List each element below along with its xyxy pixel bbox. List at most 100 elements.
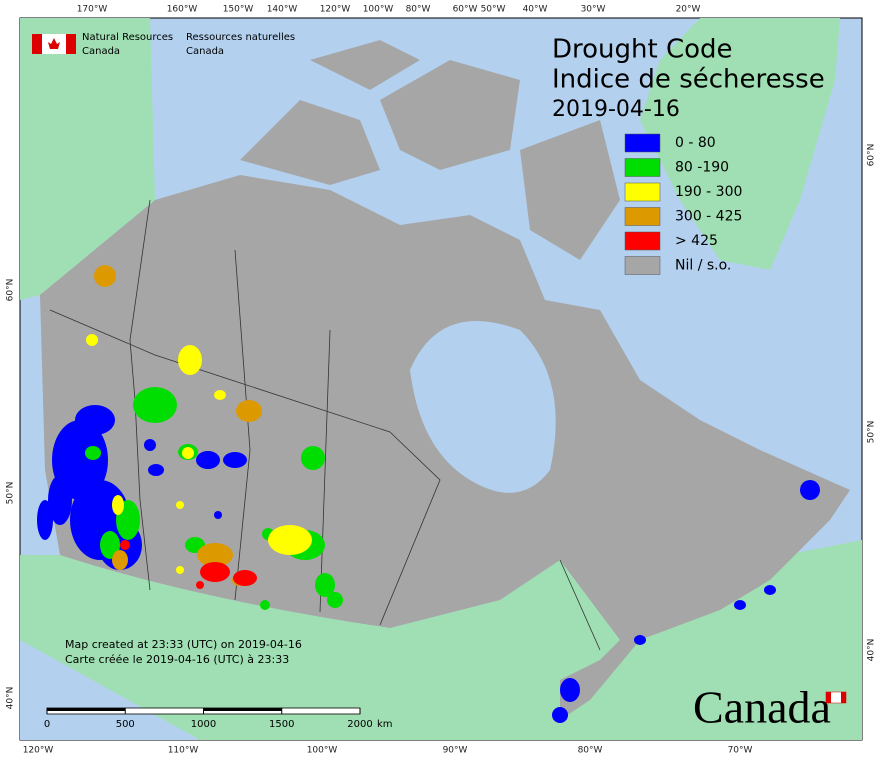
title: Drought Code bbox=[552, 35, 733, 65]
drought-area bbox=[94, 265, 116, 287]
date: 2019-04-16 bbox=[552, 97, 680, 122]
legend-swatch bbox=[624, 133, 661, 153]
longitude-label: 40°W bbox=[523, 5, 548, 15]
longitude-label: 140°W bbox=[267, 5, 298, 15]
legend-label: Nil / s.o. bbox=[675, 258, 731, 274]
longitude-label: 90°W bbox=[443, 746, 468, 756]
alaska bbox=[20, 18, 155, 300]
scale-label: 1500 bbox=[269, 719, 294, 730]
longitude-label: 170°W bbox=[77, 5, 108, 15]
longitude-label: 120°W bbox=[23, 746, 54, 756]
legend-swatch bbox=[624, 231, 661, 251]
drought-area bbox=[200, 562, 230, 582]
longitude-label: 120°W bbox=[320, 5, 351, 15]
drought-area bbox=[315, 573, 335, 597]
drought-area bbox=[112, 495, 124, 515]
nrcan-signature: Natural Resources Canada Ressources natu… bbox=[32, 32, 295, 57]
drought-area bbox=[133, 387, 177, 423]
legend-swatch bbox=[624, 182, 661, 202]
pacific bbox=[20, 640, 200, 740]
agency-fr: Ressources naturelles bbox=[186, 32, 295, 43]
drought-area bbox=[552, 707, 568, 723]
drought-area bbox=[634, 635, 646, 645]
drought-area bbox=[214, 511, 222, 519]
drought-area bbox=[48, 475, 72, 525]
legend-label: 190 - 300 bbox=[675, 184, 742, 200]
scale-bar: 0 500 1000 1500 2000 km bbox=[44, 707, 393, 730]
drought-area bbox=[560, 678, 580, 702]
legend: 0 - 80 80 -190 190 - 300 300 - 425 > 425 Nil … bbox=[624, 133, 742, 275]
drought-area bbox=[214, 390, 226, 400]
longitude-label: 80°W bbox=[406, 5, 431, 15]
drought-area bbox=[120, 540, 130, 550]
longitude-label: 50°W bbox=[481, 5, 506, 15]
united-states bbox=[20, 540, 862, 740]
legend-swatch bbox=[624, 207, 661, 226]
flag-bar bbox=[841, 692, 846, 703]
drought-area bbox=[178, 345, 202, 375]
scale-label: 1000 bbox=[191, 719, 216, 730]
drought-area bbox=[764, 585, 776, 595]
drought-area bbox=[327, 592, 343, 608]
wordmark: Canada bbox=[693, 682, 847, 733]
flag-bar bbox=[32, 34, 42, 54]
agency-en: Canada bbox=[82, 46, 120, 57]
latitude-label: 60°N bbox=[6, 279, 16, 302]
legend-label: 80 -190 bbox=[675, 160, 729, 176]
latitude-label: 40°N bbox=[6, 687, 16, 710]
drought-area bbox=[196, 581, 204, 589]
longitude-label: 110°W bbox=[168, 746, 199, 756]
drought-area bbox=[112, 550, 128, 570]
footer-note: Map created at 23:33 (UTC) on 2019-04-16 bbox=[65, 638, 302, 651]
drought-area bbox=[85, 446, 101, 460]
legend-label: > 425 bbox=[675, 233, 718, 249]
longitude-label: 30°W bbox=[581, 5, 606, 15]
longitude-label: 60°W bbox=[453, 5, 478, 15]
longitude-label: 20°W bbox=[676, 5, 701, 15]
longitude-label: 80°W bbox=[578, 746, 603, 756]
scale-unit: km bbox=[377, 719, 393, 730]
graticule: 170°W 160°W 150°W 140°W 120°W 100°W 80°W 60°W 50… bbox=[6, 5, 877, 756]
flag-bar bbox=[66, 34, 76, 54]
drought-area bbox=[37, 500, 53, 540]
drought-area bbox=[148, 464, 164, 476]
legend-swatch bbox=[624, 256, 661, 275]
drought-area bbox=[176, 566, 184, 574]
drought-area bbox=[176, 501, 184, 509]
agency-en: Natural Resources bbox=[82, 32, 173, 43]
scale-label: 0 bbox=[44, 719, 50, 730]
scale-label: 500 bbox=[116, 719, 135, 730]
title: Indice de sécheresse bbox=[552, 65, 825, 95]
flag-bar bbox=[826, 692, 831, 703]
scale-segment bbox=[203, 708, 282, 711]
latitude-label: 40°N bbox=[867, 639, 877, 662]
drought-area bbox=[144, 439, 156, 451]
drought-area bbox=[734, 600, 746, 610]
longitude-label: 160°W bbox=[167, 5, 198, 15]
arctic-islands bbox=[240, 40, 620, 260]
longitude-label: 70°W bbox=[728, 746, 753, 756]
scale-segment bbox=[47, 708, 126, 711]
drought-area bbox=[86, 334, 98, 346]
maple-leaf bbox=[48, 38, 60, 49]
drought-area bbox=[236, 400, 262, 422]
hudson-bay bbox=[410, 321, 556, 493]
longitude-label: 100°W bbox=[307, 746, 338, 756]
canada-wordmark: Canada bbox=[693, 682, 831, 733]
drought-area bbox=[268, 525, 312, 555]
longitude-label: 150°W bbox=[223, 5, 254, 15]
drought-area bbox=[197, 543, 233, 567]
greenland bbox=[640, 18, 840, 270]
agency-fr: Canada bbox=[186, 46, 224, 57]
drought-areas bbox=[37, 265, 820, 723]
drought-area bbox=[233, 570, 257, 586]
drought-area bbox=[260, 600, 270, 610]
drought-area bbox=[196, 451, 220, 469]
drought-area bbox=[301, 446, 325, 470]
latitude-label: 60°N bbox=[867, 144, 877, 167]
longitude-label: 100°W bbox=[363, 5, 394, 15]
drought-area bbox=[182, 447, 194, 459]
latitude-label: 50°N bbox=[867, 421, 877, 444]
drought-area bbox=[800, 480, 820, 500]
legend-label: 0 - 80 bbox=[675, 135, 716, 151]
